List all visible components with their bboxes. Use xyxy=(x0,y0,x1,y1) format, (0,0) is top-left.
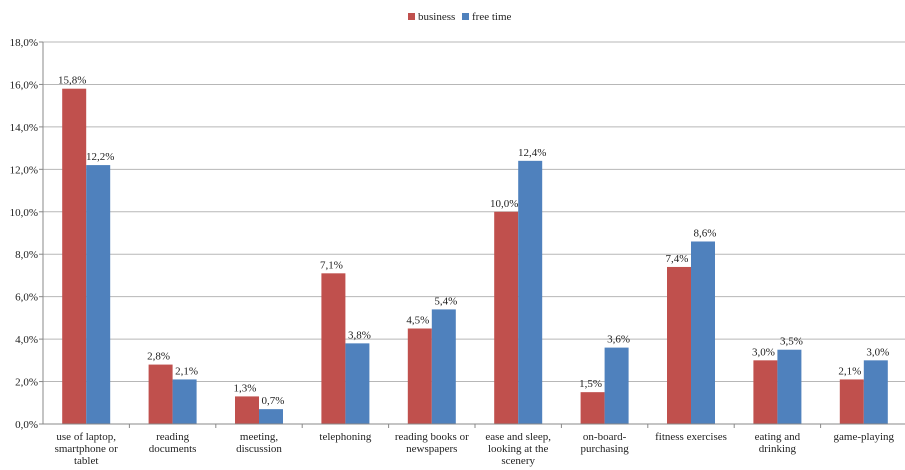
data-label: 0,7% xyxy=(262,395,285,407)
data-label: 4,5% xyxy=(406,315,429,327)
x-category-label-line: drinking xyxy=(759,443,797,455)
data-label: 3,0% xyxy=(866,346,889,358)
x-category-label-line: discussion xyxy=(236,443,282,455)
y-axis: 0,0% 2,0% 4,0% 6,0% 8,0% 10,0% 12,0% 14,0% 16,0%… xyxy=(10,37,44,431)
x-category-label-line: tablet xyxy=(74,455,98,467)
x-category-label: on-board-purchasing xyxy=(580,431,629,455)
gridlines xyxy=(43,41,905,383)
data-label: 12,2% xyxy=(86,151,114,163)
y-tick-label: 16,0% xyxy=(10,79,38,91)
legend-swatch-business xyxy=(408,13,415,20)
x-category-label: fitness exercises xyxy=(655,431,727,443)
y-tick-label: 12,0% xyxy=(10,164,38,176)
bar-free-time xyxy=(259,409,283,424)
bar-business xyxy=(235,396,259,424)
x-category-label: reading books or newspapers xyxy=(395,431,469,455)
x-category-label-line: purchasing xyxy=(580,443,629,455)
x-category-label: ease and sleep, looking at the scenery xyxy=(485,431,551,467)
x-category-label-line: use of laptop, xyxy=(56,431,116,443)
y-tick-label: 6,0% xyxy=(15,292,38,304)
data-label: 7,4% xyxy=(666,253,689,265)
data-label: 7,1% xyxy=(320,259,343,271)
bar-business xyxy=(321,273,346,424)
data-label: 3,6% xyxy=(607,334,630,346)
bar-free-time xyxy=(604,347,629,424)
data-label: 8,6% xyxy=(694,227,717,239)
x-category-label-line: telephoning xyxy=(319,431,371,443)
x-category-label-line: reading xyxy=(156,431,189,443)
data-label: 5,4% xyxy=(434,295,457,307)
bar-business xyxy=(407,328,432,424)
y-tick-label: 0,0% xyxy=(15,419,38,431)
legend: business free time xyxy=(408,11,512,23)
x-category-label: meeting, discussion xyxy=(236,431,282,455)
bar-business xyxy=(494,211,519,424)
bar-business xyxy=(580,392,605,424)
data-label: 2,1% xyxy=(175,365,198,377)
data-label: 3,5% xyxy=(780,336,803,348)
bar-free-time xyxy=(777,349,802,424)
x-category-label-line: smartphone or xyxy=(55,443,119,455)
x-category-label: telephoning xyxy=(319,431,371,443)
y-tick-label: 4,0% xyxy=(15,334,38,346)
data-label: 1,5% xyxy=(579,378,602,390)
x-axis: use of laptop, smartphone or tablet reading… xyxy=(43,423,905,467)
bar-free-time xyxy=(86,165,111,425)
bar-business xyxy=(753,360,778,424)
x-category-label-line: on-board- xyxy=(583,431,627,443)
x-category-label-line: newspapers xyxy=(406,443,457,455)
bar-free-time xyxy=(518,160,543,424)
x-category-label-line: game-playing xyxy=(834,431,895,443)
bar-business xyxy=(62,88,87,424)
y-tick-label: 10,0% xyxy=(10,207,38,219)
x-category-label-line: ease and sleep, xyxy=(485,431,551,443)
y-tick-label: 2,0% xyxy=(15,377,38,389)
x-category-label-line: reading books or xyxy=(395,431,469,443)
x-category-label: use of laptop, smartphone or tablet xyxy=(55,431,119,467)
data-labels: 15,8% 12,2% 2,8% 2,1% 1,3% 0,7% 7,1% 3,8% 4,5% 5,… xyxy=(58,75,889,407)
data-label: 3,8% xyxy=(348,329,371,341)
y-tick-label: 14,0% xyxy=(10,122,38,134)
legend-label-business: business xyxy=(418,11,455,23)
legend-label-free-time: free time xyxy=(472,11,512,23)
data-label: 10,0% xyxy=(490,198,518,210)
bar-business xyxy=(839,379,864,424)
bar-free-time xyxy=(863,360,888,424)
bar-business xyxy=(667,266,691,424)
bar-business xyxy=(148,364,173,424)
data-label: 3,0% xyxy=(752,346,775,358)
x-category-label-line: eating and xyxy=(755,431,801,443)
data-label: 12,4% xyxy=(518,147,546,159)
x-category-label-line: looking at the xyxy=(488,443,549,455)
y-tick-label: 8,0% xyxy=(15,249,38,261)
data-label: 1,3% xyxy=(234,382,257,394)
bar-free-time xyxy=(691,241,715,424)
x-category-label-line: scenery xyxy=(501,455,535,467)
x-category-label-line: meeting, xyxy=(240,431,278,443)
legend-swatch-free-time xyxy=(462,13,469,20)
x-category-label-line: documents xyxy=(149,443,197,455)
bar-free-time xyxy=(431,309,456,424)
bars xyxy=(62,88,888,425)
data-label: 2,8% xyxy=(147,351,170,363)
x-category-label: eating and drinking xyxy=(755,431,801,455)
data-label: 2,1% xyxy=(838,365,861,377)
x-category-label-line: fitness exercises xyxy=(655,431,727,443)
y-tick-label: 18,0% xyxy=(10,37,38,49)
x-category-label: reading documents xyxy=(149,431,197,455)
bar-free-time xyxy=(345,343,370,424)
data-label: 15,8% xyxy=(58,75,86,87)
bar-free-time xyxy=(172,379,197,424)
x-category-label: game-playing xyxy=(834,431,895,443)
